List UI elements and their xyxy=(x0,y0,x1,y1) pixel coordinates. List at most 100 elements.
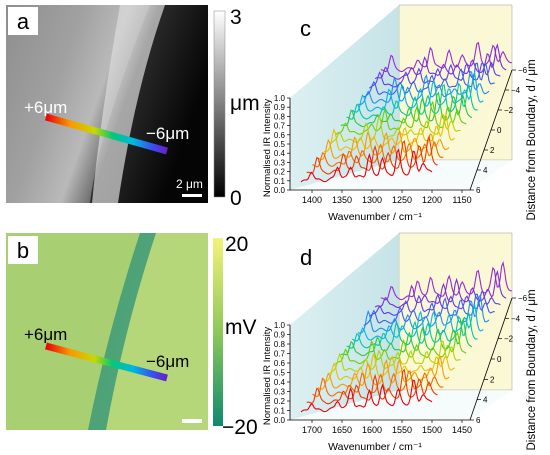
panel-b-line-end-label: −6μm xyxy=(146,352,189,371)
spectrum-trace xyxy=(369,291,501,318)
panel-c-ylabel: Normalised IR Intensity xyxy=(262,99,273,197)
x-tick-label: 1450 xyxy=(452,425,472,435)
y-tick-label: 0.4 xyxy=(274,149,286,158)
panel-c-series xyxy=(300,41,512,183)
y-tick-label: 0.3 xyxy=(274,158,286,167)
panel-a-scalebar-label: 2 μm xyxy=(176,177,203,191)
panel-a-letter: a xyxy=(17,9,30,34)
panel-b-scalebar xyxy=(182,419,202,423)
topography-highlight xyxy=(92,5,165,203)
spectrum-trace xyxy=(312,370,444,398)
y-tick-label: 0.6 xyxy=(274,131,286,140)
panel-d-z-ticks: 6 4 2 0 −2 −4 −6 xyxy=(470,294,528,425)
z-tick-label: 4 xyxy=(483,166,488,175)
x-tick-label: 1650 xyxy=(332,425,352,435)
kpfm-boundary-band xyxy=(88,233,156,430)
panel-b-colorbar-max: 20 xyxy=(225,233,248,256)
y-tick-label: 0.7 xyxy=(274,350,286,359)
spectrum-trace xyxy=(380,260,512,301)
panel-d-floor xyxy=(290,390,512,420)
y-tick-label: 0.5 xyxy=(274,140,286,149)
panel-a-colorbar-unit: μm xyxy=(230,92,260,115)
panel-a-line-end-label: −6μm xyxy=(146,124,189,143)
panel-d-x-ticks: 1700 1650 1600 1550 1500 1450 xyxy=(302,420,472,435)
x-tick-label: 1350 xyxy=(332,195,352,205)
panel-c: c 0.00.10.20.30.40.50.60.70.80.91.0 1400… xyxy=(262,4,538,223)
spectrum-trace xyxy=(300,148,433,183)
y-tick-label: 0.2 xyxy=(274,397,286,406)
y-tick-label: 0.1 xyxy=(274,177,286,186)
spectrum-trace xyxy=(340,317,473,357)
z-tick-label: 2 xyxy=(490,375,495,384)
panel-a-letter-box xyxy=(8,7,38,35)
panel-a-rainbow-line xyxy=(45,113,168,155)
panel-c-y-ticks: 0.00.10.20.30.40.50.60.70.80.91.0 xyxy=(274,94,290,195)
kpfm-right-region xyxy=(96,233,208,430)
panel-a-scalebar xyxy=(182,194,202,197)
panel-c-back-wall xyxy=(398,4,513,161)
spectrum-trace xyxy=(346,311,478,349)
panel-b-colorbar-min: −20 xyxy=(222,416,258,439)
y-tick-label: 0.7 xyxy=(274,122,286,131)
x-tick-label: 1550 xyxy=(392,425,412,435)
panel-a-colorbar xyxy=(213,10,226,198)
panel-c-zlabel: Distance from Boundary, d / μm xyxy=(526,59,538,220)
y-tick-label: 0.8 xyxy=(274,112,286,121)
panel-c-letter: c xyxy=(300,16,311,41)
z-tick-label: −6 xyxy=(518,66,528,75)
y-tick-label: 0.0 xyxy=(274,186,286,195)
z-tick-label: −2 xyxy=(504,106,514,115)
spectrum-trace xyxy=(323,353,456,382)
y-tick-label: 0.1 xyxy=(274,407,286,416)
x-tick-label: 1500 xyxy=(422,425,442,435)
y-tick-label: 0.9 xyxy=(274,103,286,112)
y-tick-label: 0.5 xyxy=(274,369,286,378)
panel-b-letter-box xyxy=(8,236,38,264)
z-tick-label: 6 xyxy=(476,186,481,195)
x-tick-label: 1400 xyxy=(302,195,322,205)
z-tick-label: 6 xyxy=(476,416,481,425)
y-tick-label: 0.0 xyxy=(274,416,286,425)
y-tick-label: 0.2 xyxy=(274,168,286,177)
z-tick-label: 0 xyxy=(497,355,502,364)
panel-d-xlabel: Wavenumber / cm⁻¹ xyxy=(328,441,422,453)
y-tick-label: 1.0 xyxy=(274,94,286,103)
panel-a-colorbar-max: 3 xyxy=(230,6,242,29)
spectrum-trace xyxy=(334,330,467,365)
spectrum-trace xyxy=(369,61,501,89)
panel-d-side-wall xyxy=(290,233,399,420)
panel-b-line-start-label: +6μm xyxy=(24,325,67,344)
spectrum-trace xyxy=(317,355,450,390)
y-tick-label: 0.4 xyxy=(274,378,286,387)
panel-c-xlabel: Wavenumber / cm⁻¹ xyxy=(328,211,422,223)
panel-d: d 0.00.10.20.30.40.50.60.70.80.91.0 1700… xyxy=(262,232,538,453)
panel-b-rainbow-line xyxy=(45,342,168,382)
panel-b-colorbar xyxy=(213,238,223,426)
panel-a-line-start-label: +6μm xyxy=(24,98,67,117)
panel-d-letter: d xyxy=(300,245,312,270)
z-tick-label: 4 xyxy=(483,396,488,405)
y-tick-label: 0.9 xyxy=(274,331,286,340)
spectrum-trace xyxy=(300,379,433,413)
x-tick-label: 1300 xyxy=(362,195,382,205)
z-tick-label: −2 xyxy=(504,335,514,344)
panel-c-x-ticks: 1400 1350 1300 1250 1200 1150 xyxy=(302,190,472,205)
z-tick-label: −4 xyxy=(511,86,521,95)
z-tick-label: 2 xyxy=(490,146,495,155)
panel-b-colorbar-unit: mV xyxy=(225,316,257,339)
z-tick-label: 0 xyxy=(497,126,502,135)
z-tick-label: −4 xyxy=(511,314,521,323)
panel-d-y-ticks: 0.00.10.20.30.40.50.60.70.80.91.0 xyxy=(274,321,290,425)
panel-d-ylabel: Normalised IR Intensity xyxy=(262,327,273,425)
x-tick-label: 1600 xyxy=(362,425,382,435)
x-tick-label: 1200 xyxy=(422,195,442,205)
spectrum-trace xyxy=(380,41,512,73)
y-tick-label: 0.8 xyxy=(274,340,286,349)
y-tick-label: 1.0 xyxy=(274,321,286,330)
panel-c-side-wall xyxy=(290,5,399,190)
spectrum-trace xyxy=(346,82,478,120)
y-tick-label: 0.6 xyxy=(274,359,286,368)
panel-d-zlabel: Distance from Boundary, d / μm xyxy=(526,289,538,450)
panel-d-series xyxy=(300,260,512,413)
